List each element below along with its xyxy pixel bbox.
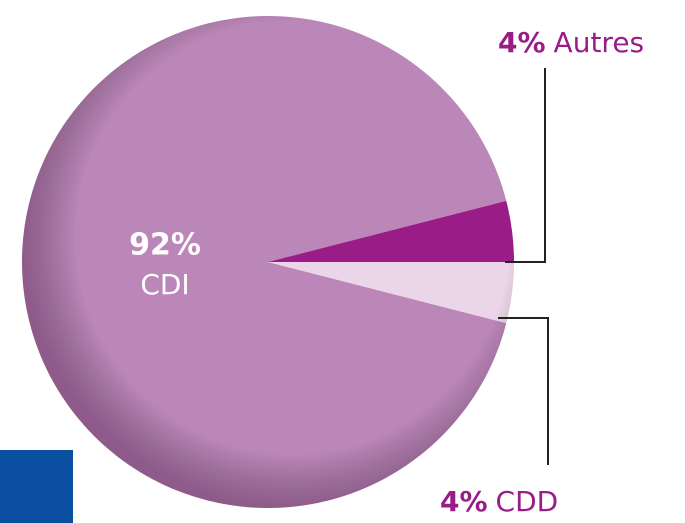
leader-line (498, 317, 549, 465)
slice-label: 4% Autres (498, 26, 644, 59)
decor-block (0, 450, 73, 523)
value-label: 92% (129, 228, 201, 263)
category-label: CDD (496, 485, 559, 518)
value-label: 4% (440, 485, 488, 518)
slice-label: 4% CDD (440, 485, 558, 518)
leader-line (505, 68, 546, 263)
pie (21, 15, 514, 509)
category-label: CDI (140, 268, 189, 301)
value-label: 4% (498, 26, 546, 59)
category-label: Autres (554, 26, 645, 59)
